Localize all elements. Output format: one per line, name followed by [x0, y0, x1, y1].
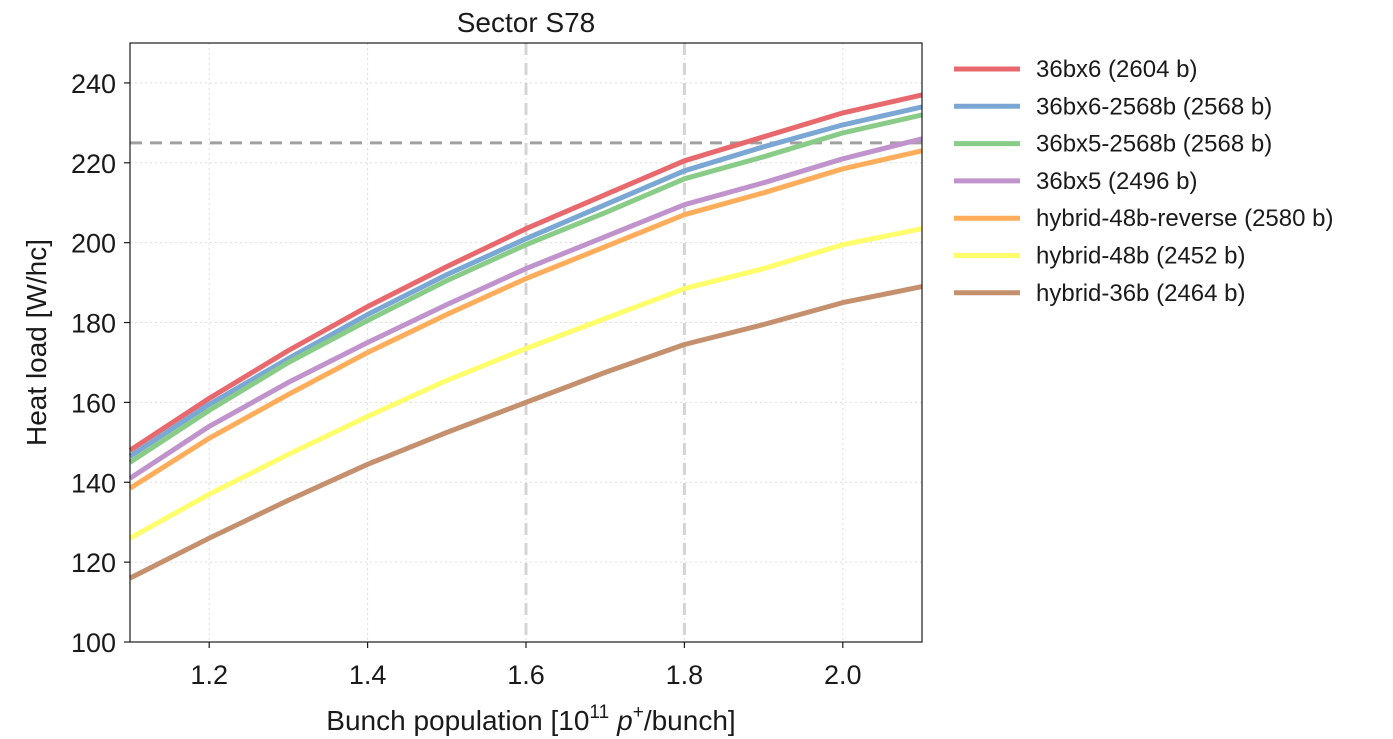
- y-tick-label: 200: [71, 229, 116, 259]
- x-axis-label-prefix: Bunch population [10: [326, 705, 589, 736]
- series-line-2: [128, 104, 923, 459]
- legend-label: hybrid-36b (2464 b): [1036, 280, 1245, 307]
- legend-label: 36bx5-2568b (2568 b): [1036, 131, 1272, 158]
- y-tick-label: 220: [71, 149, 116, 179]
- y-tick-label: 160: [71, 388, 116, 418]
- x-axis-label-symbol-sup: +: [633, 702, 644, 723]
- legend-label: 36bx6 (2604 b): [1036, 56, 1197, 83]
- chart-title: Sector S78: [457, 7, 596, 38]
- x-tick-label: 1.2: [190, 660, 228, 690]
- x-tick-label: 1.8: [666, 660, 704, 690]
- x-axis-label-symbol: p: [616, 705, 633, 736]
- reference-lines: [130, 43, 922, 642]
- legend-label: 36bx5 (2496 b): [1036, 168, 1197, 195]
- y-tick-label: 180: [71, 309, 116, 339]
- x-tick-label: 2.0: [824, 660, 862, 690]
- legend-label: 36bx6-2568b (2568 b): [1036, 93, 1272, 120]
- x-axis-label-exponent: 11: [589, 702, 609, 723]
- series-lines: [128, 92, 923, 581]
- series-line-6: [128, 226, 923, 541]
- y-axis-label: Heat load [W/hc]: [21, 239, 52, 446]
- legend-label: hybrid-48b (2452 b): [1036, 243, 1245, 270]
- legend-label: hybrid-48b-reverse (2580 b): [1036, 205, 1333, 232]
- y-tick-label: 140: [71, 468, 116, 498]
- series-line-4: [128, 136, 923, 481]
- x-axis-ticks: 1.2 1.4 1.6 1.8 2.0: [190, 642, 862, 690]
- x-axis-label: Bunch population [1011 p+/bunch]: [326, 702, 735, 736]
- x-axis-label-suffix: /bunch]: [644, 705, 736, 736]
- series-line-7: [128, 284, 923, 581]
- series-line-1: [128, 92, 923, 453]
- x-tick-label: 1.4: [349, 660, 387, 690]
- legend: 36bx6 (2604 b) 36bx6-2568b (2568 b) 36bx5-…: [954, 56, 1333, 307]
- y-tick-label: 100: [71, 628, 116, 658]
- y-axis-ticks: 100 120 140 160 180 200 220 240: [71, 69, 130, 658]
- x-tick-label: 1.6: [507, 660, 545, 690]
- series-line-5: [128, 148, 923, 491]
- y-tick-label: 240: [71, 69, 116, 99]
- y-tick-label: 120: [71, 548, 116, 578]
- series-line-3: [128, 112, 923, 465]
